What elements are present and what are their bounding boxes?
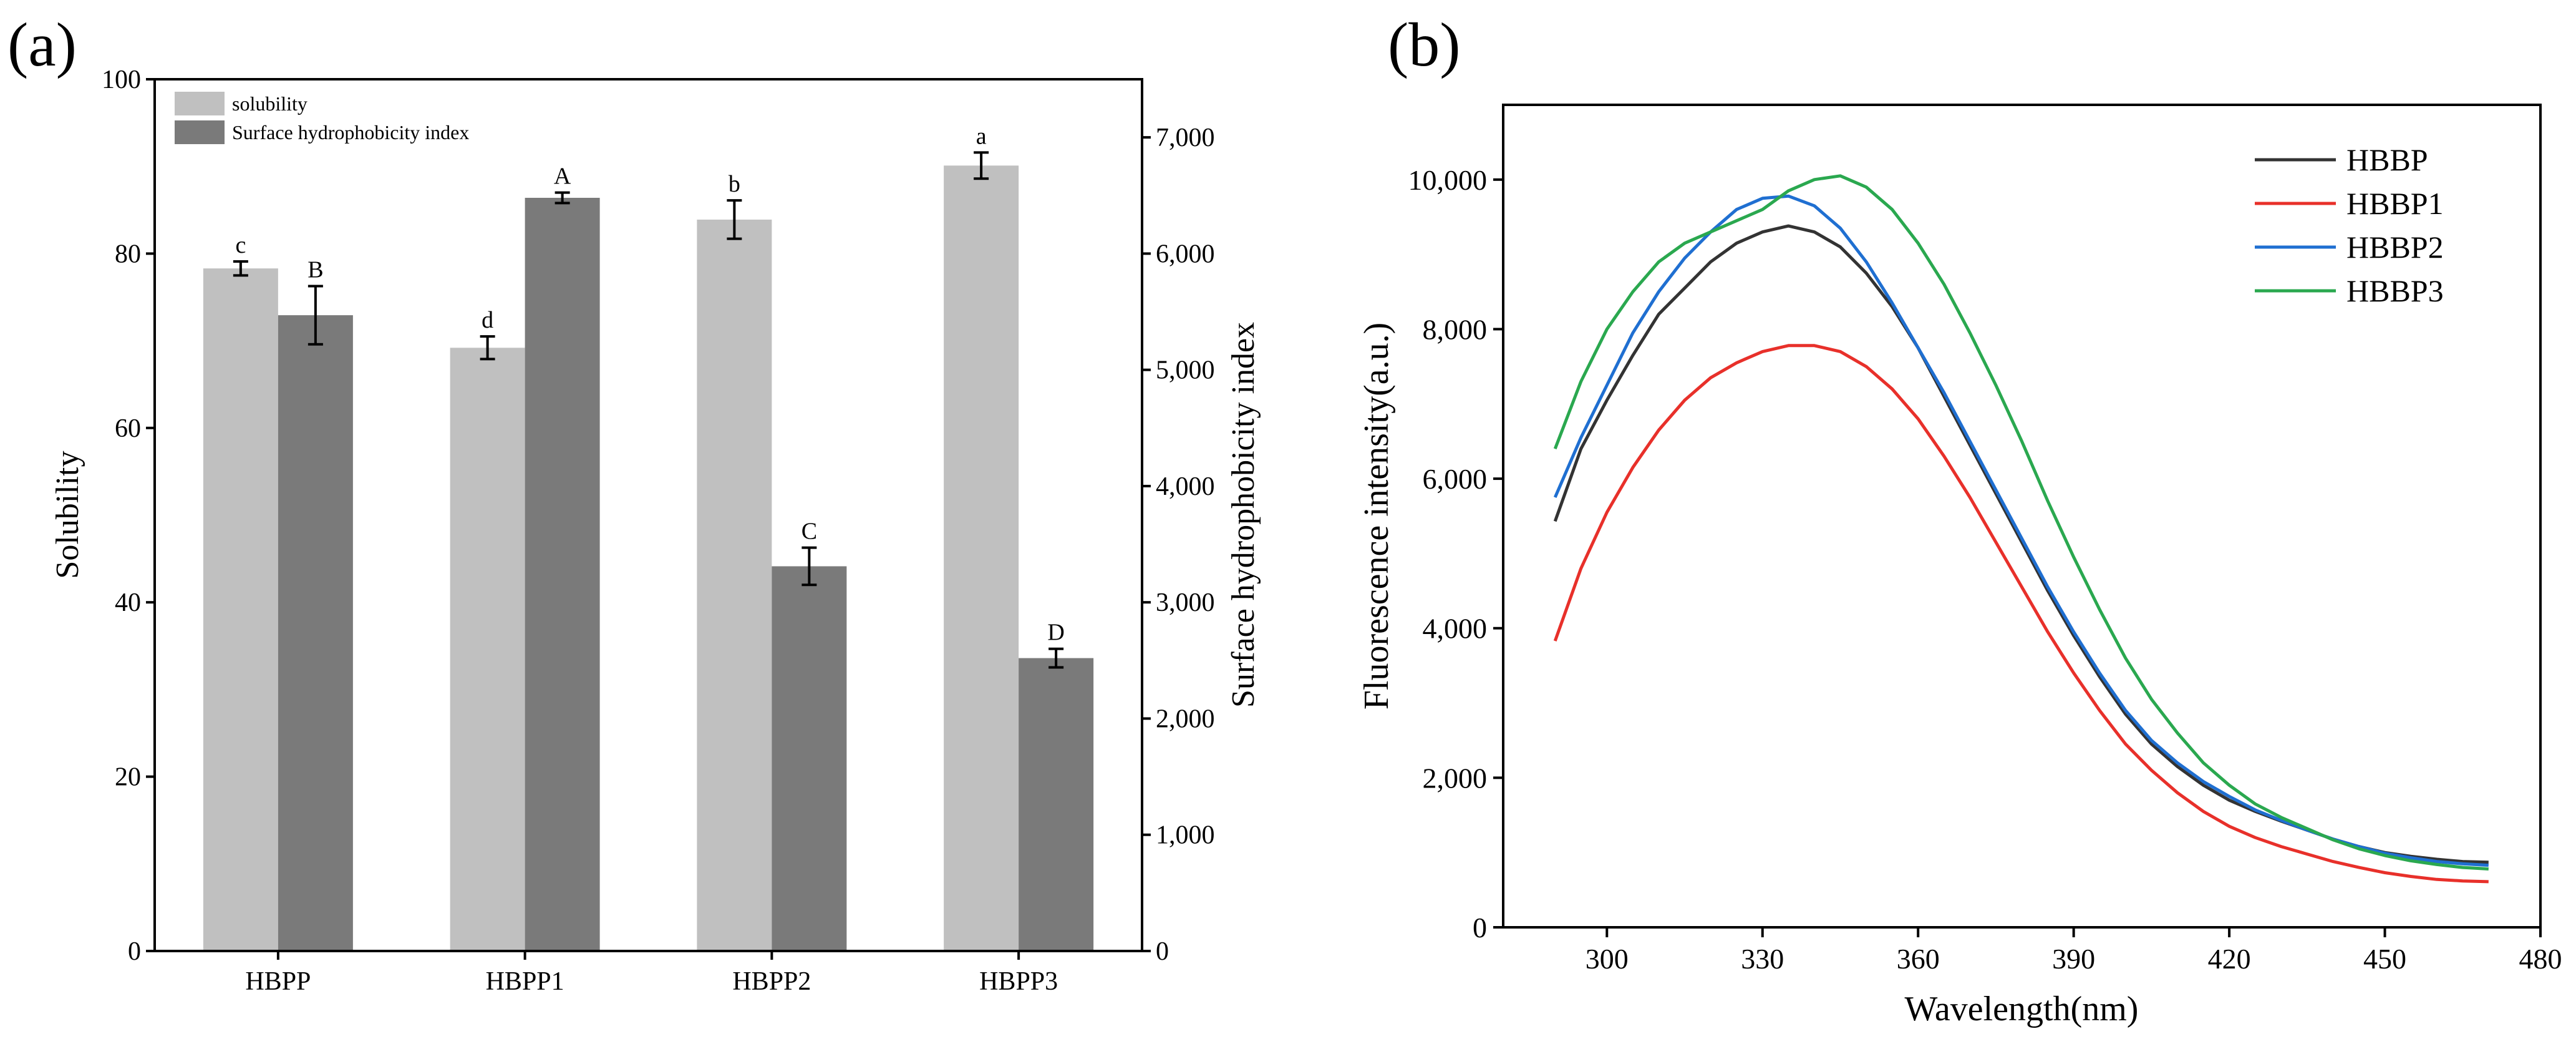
x-tick-label: 360 bbox=[1897, 943, 1940, 975]
panel-a-label: (a) bbox=[7, 10, 77, 79]
y-tick-label-right: 5,000 bbox=[1156, 356, 1215, 385]
x-tick-label: 450 bbox=[2363, 943, 2406, 975]
significance-letter: b bbox=[729, 171, 740, 197]
y-tick-label-left: 80 bbox=[115, 240, 141, 268]
bar-solubility-hbpp2 bbox=[697, 219, 772, 951]
significance-letter: C bbox=[801, 519, 817, 545]
y-tick-label-left: 40 bbox=[115, 588, 141, 617]
legend-label: Surface hydrophobicity index bbox=[232, 121, 469, 144]
x-tick-label: 480 bbox=[2519, 943, 2562, 975]
bar-solubility-hbpp bbox=[203, 268, 278, 952]
x-tick-label: 330 bbox=[1741, 943, 1784, 975]
x-tick-label: HBPP1 bbox=[486, 967, 564, 996]
x-axis-label-b: Wavelength(nm) bbox=[1905, 990, 2139, 1028]
bar-hydrophobicity-hbpp3 bbox=[1019, 658, 1094, 951]
y-tick-label-right: 0 bbox=[1156, 937, 1169, 966]
y-tick-label: 0 bbox=[1473, 912, 1487, 944]
y-tick-label: 2,000 bbox=[1423, 762, 1488, 794]
legend-swatch bbox=[175, 120, 225, 144]
x-tick-label: HBPP3 bbox=[979, 967, 1058, 996]
y-axis-label-left: Solubility bbox=[50, 451, 85, 578]
legend-a: solubility Surface hydrophobicity index bbox=[175, 92, 469, 144]
legend-label: HBBP2 bbox=[2346, 230, 2444, 265]
y-tick-label-right: 6,000 bbox=[1156, 240, 1215, 268]
bar-hydrophobicity-hbpp2 bbox=[772, 566, 847, 951]
line-chart-panel-b: 300 330 360 390 420 450 480 0 2,000 4,000 6,000 8,0… bbox=[1357, 104, 2562, 1028]
y-tick-label-left: 60 bbox=[115, 414, 141, 443]
line-hbbp1 bbox=[1553, 344, 2489, 884]
x-tick-label: 420 bbox=[2208, 943, 2251, 975]
line-hbbp3 bbox=[1553, 174, 2489, 871]
plot-frame-b bbox=[1502, 104, 2542, 929]
y-tick-label: 6,000 bbox=[1423, 463, 1488, 495]
line-series-group bbox=[1553, 174, 2489, 884]
legend-label: solubility bbox=[232, 92, 307, 115]
legend-swatch bbox=[175, 92, 225, 115]
bar-solubility-hbpp1 bbox=[450, 348, 525, 951]
bar-hydrophobicity-hbpp1 bbox=[525, 197, 600, 952]
significance-letter: D bbox=[1047, 620, 1064, 646]
bar-solubility-hbpp3 bbox=[944, 165, 1019, 952]
y-tick-label: 4,000 bbox=[1423, 613, 1488, 645]
y-tick-label-left: 0 bbox=[128, 937, 141, 966]
bar-group: c Bd A b Ca D bbox=[203, 123, 1094, 952]
legend-b: HBBP HBBP1 HBBP2 HBBP3 bbox=[2255, 142, 2444, 308]
significance-letter: c bbox=[235, 232, 246, 258]
y-tick-label-right: 4,000 bbox=[1156, 472, 1215, 501]
y-axis-label-right: Surface hydrophobicity index bbox=[1226, 322, 1261, 708]
significance-letter: B bbox=[307, 257, 323, 283]
y-tick-label: 10,000 bbox=[1408, 164, 1488, 196]
axes-b: 300 330 360 390 420 450 480 0 2,000 4,000 6,000 8,0… bbox=[1408, 164, 2562, 975]
y-tick-label-right: 2,000 bbox=[1156, 705, 1215, 733]
y-tick-label-right: 1,000 bbox=[1156, 821, 1215, 850]
x-tick-label: HBPP2 bbox=[732, 967, 811, 996]
plot-frame-a bbox=[153, 78, 1143, 952]
significance-letter: a bbox=[976, 123, 987, 149]
significance-letter: A bbox=[554, 163, 571, 190]
line-hbbp bbox=[1553, 224, 2489, 864]
legend-label: HBBP1 bbox=[2346, 186, 2444, 221]
significance-letter: d bbox=[482, 307, 493, 333]
x-tick-label: 390 bbox=[2052, 943, 2095, 975]
y-tick-label-right: 3,000 bbox=[1156, 588, 1215, 617]
axes-a: HBPP HBPP1 HBPP2 HBPP3 0 20 40 60 80 100 0 1,000 2,0… bbox=[102, 66, 1215, 996]
y-tick-label-left: 20 bbox=[115, 763, 141, 792]
legend-label: HBBP3 bbox=[2346, 273, 2444, 308]
bar-chart-panel-a: c Bd A b Ca D HBPP HBPP1 HBPP2 HBPP3 0 20 40 60 80 100… bbox=[50, 66, 1261, 996]
bar-hydrophobicity-hbpp bbox=[278, 315, 353, 951]
x-tick-label: HBPP bbox=[245, 967, 311, 996]
y-tick-label: 8,000 bbox=[1423, 313, 1488, 345]
y-tick-label-left: 100 bbox=[102, 66, 141, 94]
legend-label: HBBP bbox=[2346, 142, 2428, 177]
y-axis-label-b: Fluorescence intensity(a.u.) bbox=[1357, 323, 1396, 710]
x-tick-label: 300 bbox=[1586, 943, 1629, 975]
y-tick-label-right: 7,000 bbox=[1156, 124, 1215, 152]
panel-b-label: (b) bbox=[1388, 10, 1461, 79]
